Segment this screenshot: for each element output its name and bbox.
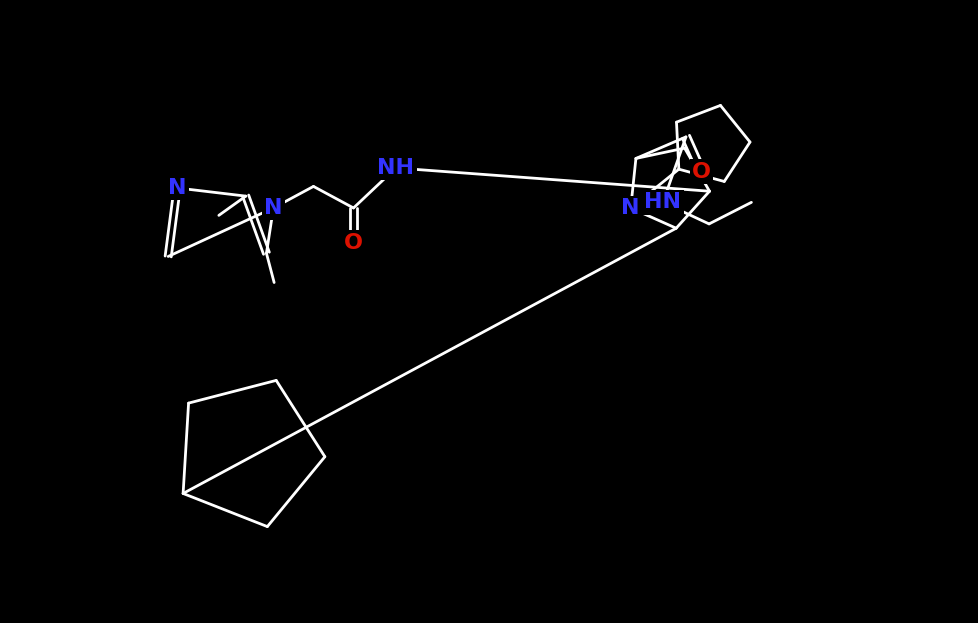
Text: NH: NH xyxy=(377,158,414,178)
Text: N: N xyxy=(621,198,640,218)
Text: O: O xyxy=(691,161,710,181)
Text: N: N xyxy=(264,198,283,218)
Text: HN: HN xyxy=(644,193,681,212)
Text: N: N xyxy=(168,178,186,198)
Text: O: O xyxy=(343,232,363,252)
